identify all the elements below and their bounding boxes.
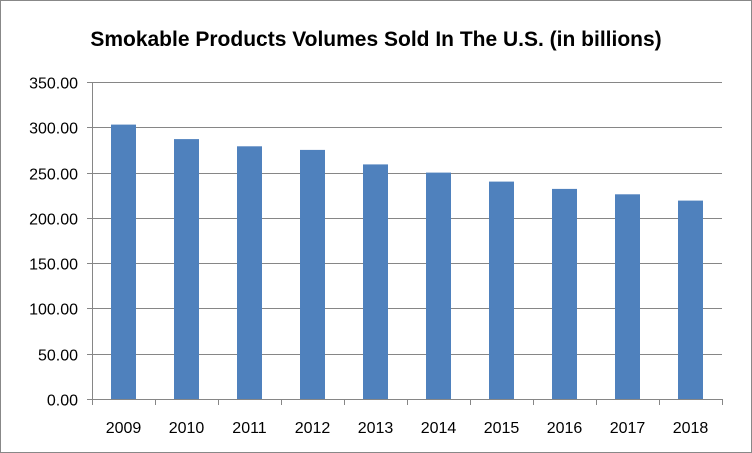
bar-2018 <box>678 200 703 399</box>
bar-2011 <box>237 146 262 399</box>
x-tick-label: 2017 <box>610 420 646 437</box>
bar-2012 <box>300 149 325 399</box>
x-tick-label: 2014 <box>421 420 457 437</box>
y-tick-label: 0.00 <box>47 393 78 410</box>
x-tick-labels: 2009 2010 2011 2012 2013 2014 2015 2016 2017 2018 <box>106 420 709 437</box>
axes <box>87 82 723 405</box>
bars <box>111 124 703 399</box>
x-tick-label: 2018 <box>673 420 709 437</box>
y-tick-label: 200.00 <box>29 212 78 229</box>
bar-2015 <box>489 181 514 399</box>
bar-2016 <box>552 188 577 399</box>
y-tick-label: 50.00 <box>38 348 78 365</box>
bar-2014 <box>426 172 451 399</box>
y-tick-label: 250.00 <box>29 167 78 184</box>
chart-title: Smokable Products Volumes Sold In The U.… <box>90 28 662 51</box>
x-tick-label: 2009 <box>106 420 142 437</box>
x-tick-label: 2010 <box>169 420 205 437</box>
y-tick-label: 150.00 <box>29 257 78 274</box>
x-tick-label: 2015 <box>484 420 520 437</box>
y-tick-label: 100.00 <box>29 302 78 319</box>
y-tick-label: 350.00 <box>29 76 78 93</box>
bar-2017 <box>615 194 640 399</box>
y-tick-label: 300.00 <box>29 121 78 138</box>
x-tick-label: 2012 <box>295 420 331 437</box>
x-tick-label: 2011 <box>232 420 267 437</box>
bar-2009 <box>111 124 136 399</box>
bar-2010 <box>174 139 199 399</box>
bar-2013 <box>363 164 388 399</box>
x-tick-label: 2016 <box>547 420 583 437</box>
y-tick-labels: 0.00 50.00 100.00 150.00 200.00 250.00 300.00 3… <box>29 76 78 410</box>
x-tick-label: 2013 <box>358 420 394 437</box>
